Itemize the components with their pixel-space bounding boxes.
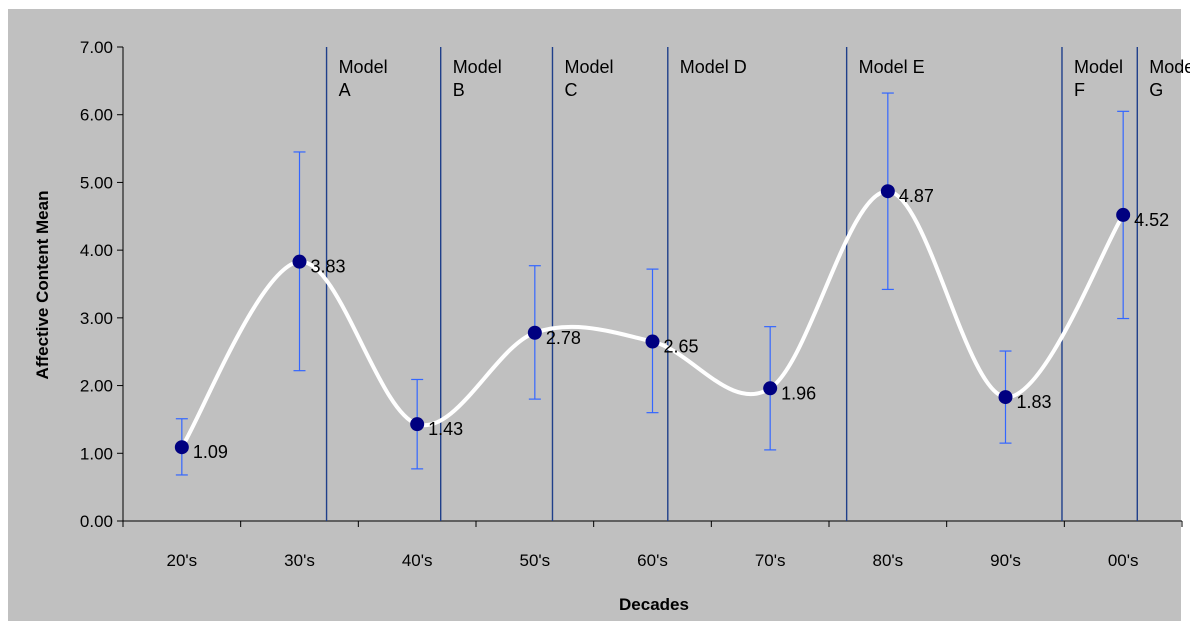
model-label-line: Model: [1149, 57, 1190, 77]
model-label-line: Model: [564, 57, 613, 77]
model-label: Model B: [453, 57, 502, 100]
model-label: Model E: [859, 57, 925, 77]
x-tick-label: 30's: [284, 551, 315, 570]
axes: 0.00 1.00 2.00 3.00 4.00 5.00 6.00 7.00 20's 30's…: [80, 38, 1183, 570]
model-label-line: B: [453, 80, 465, 100]
smoothed-series-curve: [180, 189, 1125, 449]
data-point: [880, 184, 895, 199]
x-tick-label: 20's: [167, 551, 198, 570]
chart-background: [8, 9, 1181, 621]
model-label-line: Model: [453, 57, 502, 77]
data-point: [174, 440, 189, 455]
y-axis-title: Affective Content Mean: [33, 191, 52, 380]
x-tick-label: 60's: [637, 551, 668, 570]
data-point: [1116, 207, 1131, 222]
model-label-line: Model: [339, 57, 388, 77]
data-point: [527, 325, 542, 340]
model-label-line: F: [1074, 80, 1085, 100]
x-tick-label: 90's: [990, 551, 1021, 570]
y-tick-label: 1.00: [80, 444, 113, 463]
data-labels: 1.09 3.83 1.43 2.78 2.65 1.96 4.87 1.83 4.52: [193, 186, 1169, 462]
y-tick-label: 6.00: [80, 106, 113, 125]
data-label: 1.96: [781, 383, 816, 403]
model-label-line: G: [1149, 80, 1163, 100]
data-point: [645, 334, 660, 349]
y-tick-label: 0.00: [80, 512, 113, 531]
model-label-line: Model D: [680, 57, 747, 77]
data-label: 1.09: [193, 442, 228, 462]
y-tick-label: 5.00: [80, 173, 113, 192]
model-label-line: A: [339, 80, 351, 100]
model-label-line: Model E: [859, 57, 925, 77]
data-point: [998, 390, 1013, 405]
model-label: Model F: [1074, 57, 1123, 100]
data-label: 4.52: [1134, 210, 1169, 230]
model-label: Model A: [339, 57, 388, 100]
data-label: 2.78: [546, 328, 581, 348]
x-tick-label: 70's: [755, 551, 786, 570]
model-label: Model D: [680, 57, 747, 77]
data-markers: [174, 184, 1131, 455]
data-label: 1.83: [1017, 392, 1052, 412]
data-point: [410, 417, 425, 432]
x-tick-label: 80's: [873, 551, 904, 570]
x-tick-label: 00's: [1108, 551, 1139, 570]
model-label-line: Model: [1074, 57, 1123, 77]
model-label-line: C: [564, 80, 577, 100]
data-point: [763, 381, 778, 396]
y-tick-label: 7.00: [80, 38, 113, 57]
model-label: Model G: [1149, 57, 1190, 100]
data-point: [292, 254, 307, 269]
model-label: Model C: [564, 57, 613, 100]
x-tick-label: 40's: [402, 551, 433, 570]
data-label: 1.43: [428, 419, 463, 439]
data-label: 2.65: [664, 337, 699, 357]
x-axis-title: Decades: [619, 595, 689, 614]
y-tick-label: 3.00: [80, 309, 113, 328]
x-tick-label: 50's: [520, 551, 551, 570]
y-tick-label: 2.00: [80, 377, 113, 396]
data-label: 4.87: [899, 186, 934, 206]
y-tick-label: 4.00: [80, 241, 113, 260]
data-label: 3.83: [311, 257, 346, 277]
